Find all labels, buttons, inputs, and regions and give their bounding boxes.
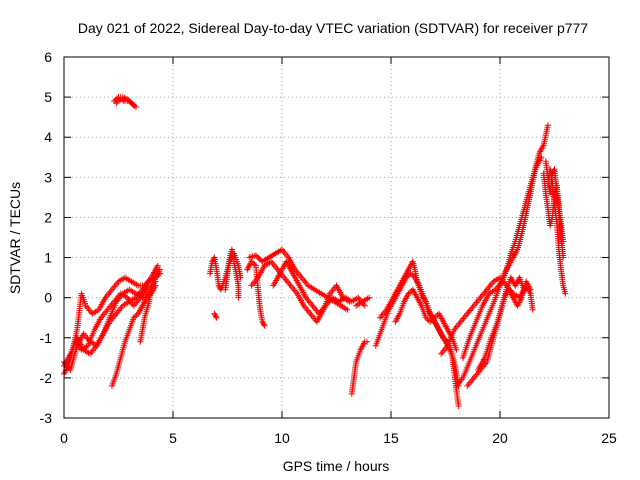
- y-tick-label: 4: [44, 129, 52, 145]
- y-tick-label: 6: [44, 49, 52, 65]
- y-tick-label: 2: [44, 209, 52, 225]
- grid-lines: [64, 57, 609, 418]
- data-point-marker: [405, 290, 412, 297]
- y-axis-label: SDTVAR / TECUs: [7, 182, 23, 294]
- x-tick-label: 10: [274, 430, 290, 446]
- data-point-marker: [430, 316, 437, 323]
- data-point-marker: [538, 154, 545, 161]
- data-point-marker: [212, 312, 219, 319]
- data-point-marker: [114, 98, 121, 105]
- data-point-marker: [364, 338, 371, 345]
- data-point-marker: [455, 402, 462, 409]
- chart-title: Day 021 of 2022, Sidereal Day-to-day VTE…: [78, 20, 588, 36]
- data-point-marker: [550, 167, 557, 174]
- data-point-marker: [212, 313, 219, 320]
- data-point-marker: [562, 290, 569, 297]
- data-point-marker: [129, 100, 136, 107]
- data-point-marker: [431, 314, 438, 321]
- data-point-marker: [154, 262, 161, 269]
- data-point-marker: [130, 102, 137, 109]
- data-point-marker: [120, 97, 127, 104]
- x-tick-label: 5: [169, 430, 177, 446]
- data-point-marker: [113, 100, 120, 107]
- data-point-marker: [143, 282, 150, 289]
- data-point-marker: [127, 99, 134, 106]
- data-point-marker: [119, 96, 126, 103]
- data-point-marker: [251, 261, 258, 268]
- y-tick-label: -3: [40, 410, 53, 426]
- data-point-marker: [527, 286, 534, 293]
- data-point-marker: [440, 334, 447, 341]
- data-point-marker: [130, 314, 137, 321]
- x-tick-label: 15: [383, 430, 399, 446]
- data-point-marker: [441, 336, 448, 343]
- data-point-marker: [520, 286, 527, 293]
- axis-tick-labels: 0 5 10 15 20 25 -3 -2 -1 0 1 2 3 4 5 6: [40, 49, 617, 446]
- y-tick-label: -1: [40, 330, 53, 346]
- y-tick-label: 5: [44, 89, 52, 105]
- data-point-marker: [366, 294, 373, 301]
- y-tick-label: 3: [44, 169, 52, 185]
- data-point-marker: [211, 310, 218, 317]
- x-tick-label: 0: [60, 430, 68, 446]
- data-point-marker: [261, 322, 268, 329]
- data-point-marker: [443, 337, 450, 344]
- data-point-marker: [344, 306, 351, 313]
- axis-ticks: [63, 56, 610, 419]
- data-point-marker: [249, 259, 256, 266]
- data-point-marker: [117, 96, 124, 103]
- data-point-marker: [260, 320, 267, 327]
- x-axis-label: GPS time / hours: [283, 458, 390, 474]
- data-point-marker: [132, 313, 139, 320]
- data-point-marker: [235, 294, 242, 301]
- data-point-marker: [260, 321, 267, 328]
- y-tick-label: 1: [44, 250, 52, 266]
- data-point-marker: [361, 302, 368, 309]
- data-point-marker: [406, 289, 413, 296]
- data-point-marker: [424, 316, 431, 323]
- data-series-p777: [61, 94, 569, 409]
- plot-frame: [63, 56, 610, 419]
- data-point-marker: [428, 317, 435, 324]
- data-point-marker: [126, 98, 133, 105]
- data-point-marker: [544, 122, 551, 129]
- data-point-marker: [213, 314, 220, 321]
- data-point-marker: [248, 258, 255, 265]
- data-point-marker: [433, 313, 440, 320]
- data-point-marker: [453, 346, 460, 353]
- data-point-marker: [422, 314, 429, 321]
- data-point-marker: [409, 271, 416, 278]
- data-point-marker: [529, 306, 536, 313]
- x-tick-label: 25: [601, 430, 617, 446]
- y-tick-label: 0: [44, 290, 52, 306]
- data-point-marker: [210, 255, 217, 262]
- data-point-marker: [259, 318, 266, 325]
- y-tick-label: -2: [40, 370, 53, 386]
- data-point-marker: [156, 266, 163, 273]
- x-tick-label: 20: [492, 430, 508, 446]
- data-point-marker: [427, 318, 434, 325]
